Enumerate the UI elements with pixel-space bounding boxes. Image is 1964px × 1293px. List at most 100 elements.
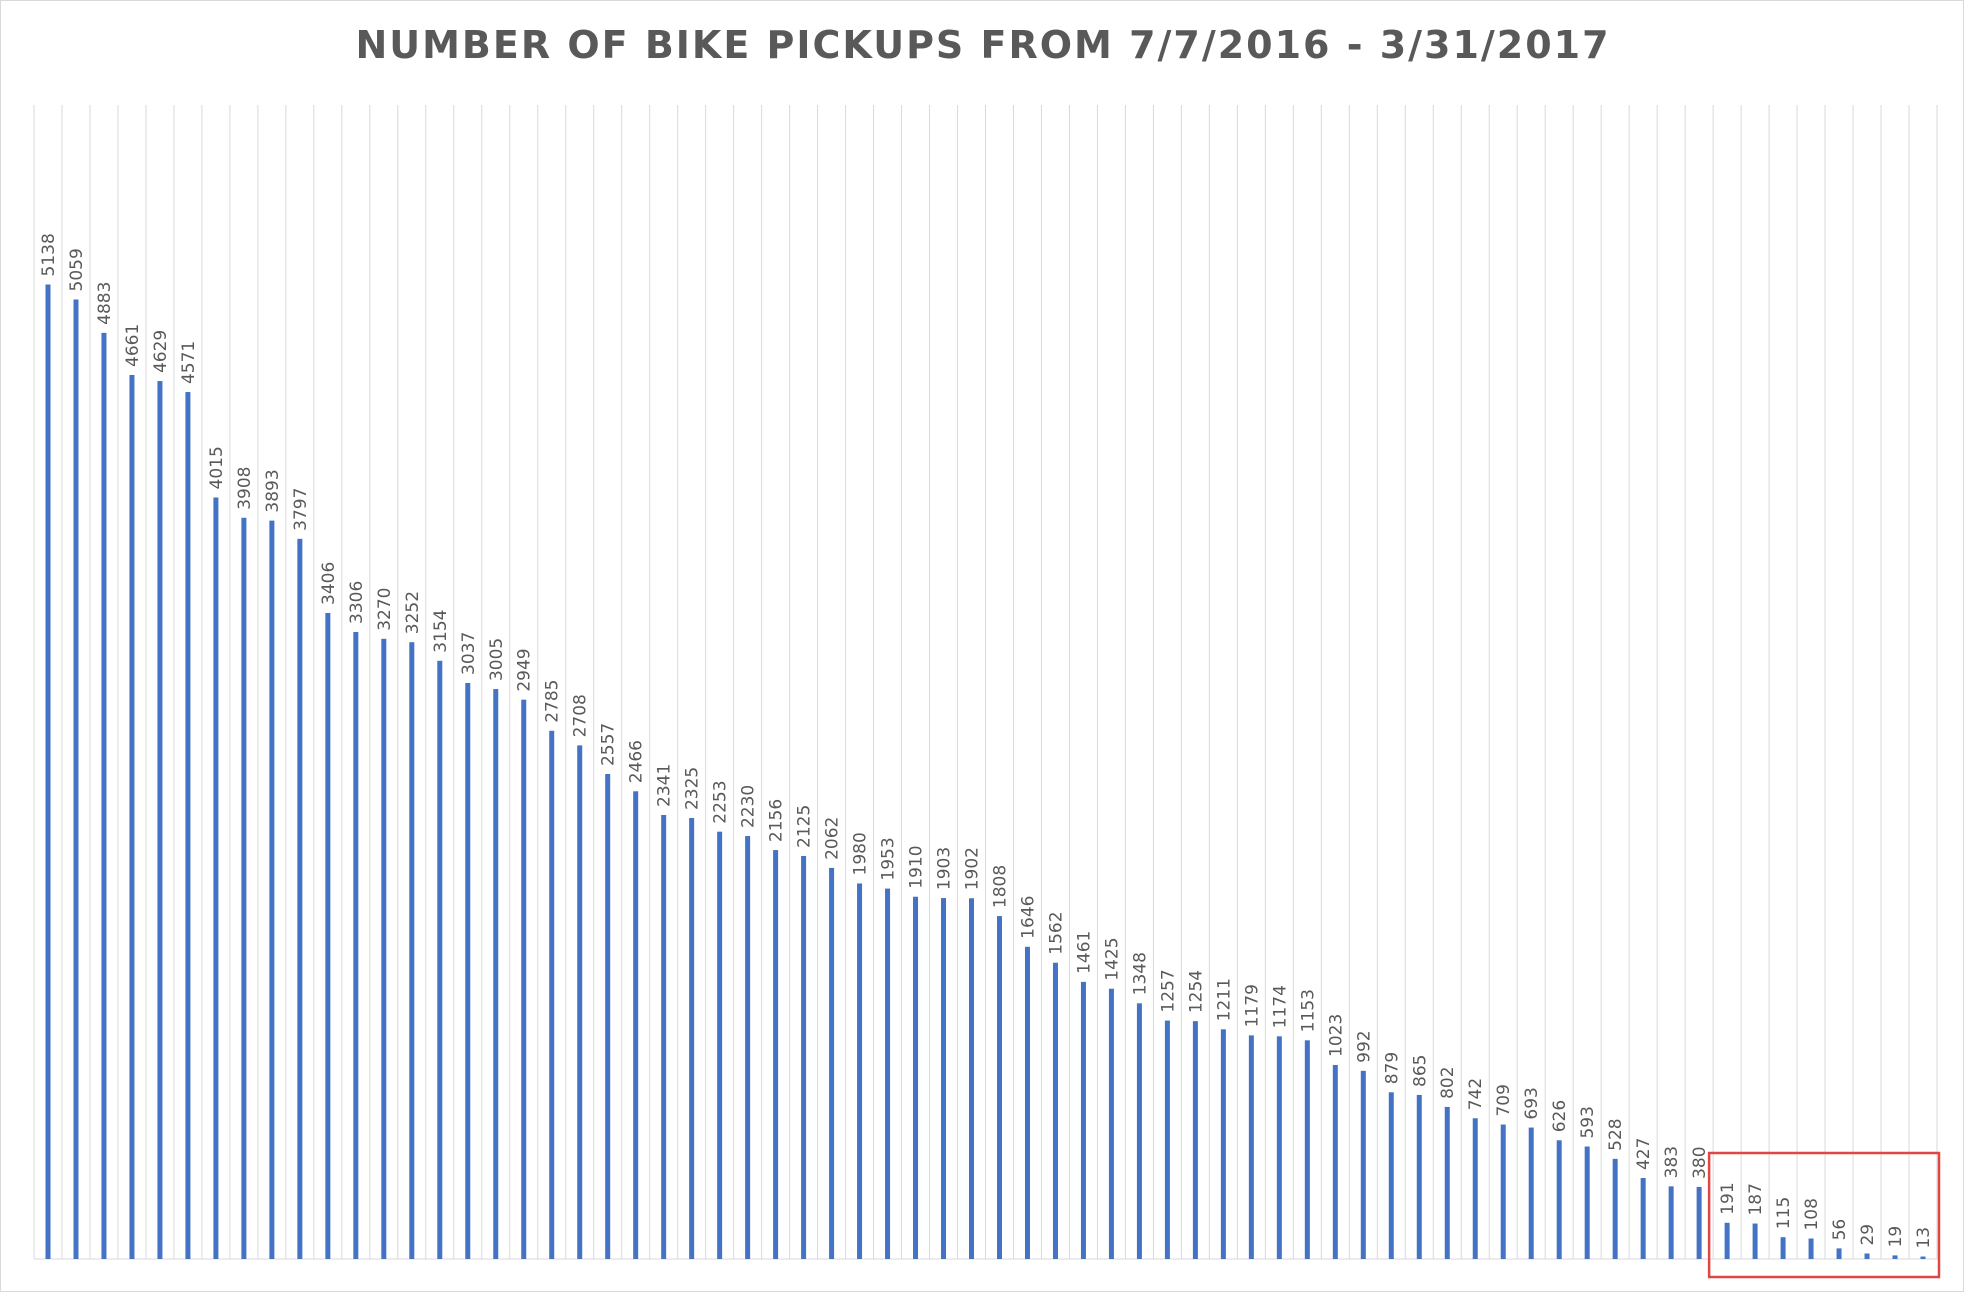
data-label: 3037 [459,632,479,675]
data-label: 4015 [207,446,227,489]
bar [1192,1021,1198,1259]
bar [1584,1146,1590,1259]
bar [689,818,695,1259]
bar [577,745,583,1259]
bar [1360,1070,1366,1259]
data-labels: 5138 5059 4883 4661 4629 4571 4015 3908 3893 3797… [39,233,1934,1248]
data-label: 709 [1494,1084,1514,1116]
bar [129,374,135,1260]
data-label: 2708 [571,694,591,737]
data-label: 1910 [907,845,927,888]
data-label: 1902 [963,847,983,890]
bar [1640,1178,1646,1259]
data-label: 2466 [627,740,647,783]
data-label: 2156 [767,799,787,842]
bar [1080,981,1086,1259]
bar [521,699,527,1259]
data-label: 187 [1746,1183,1766,1215]
bar [1752,1223,1758,1259]
bar [409,642,415,1259]
bar [1416,1094,1422,1259]
bar [1388,1092,1394,1259]
bar [1220,1029,1226,1259]
bar [73,299,79,1259]
data-label: 1953 [879,837,899,880]
bar [969,898,975,1259]
data-label: 802 [1438,1066,1458,1098]
bar [1304,1040,1310,1259]
data-label: 4629 [151,330,171,373]
data-label: 992 [1354,1030,1374,1062]
bar [269,520,275,1259]
data-label: 2949 [515,648,535,691]
bar [101,332,107,1259]
data-label: 1348 [1130,952,1150,995]
bar [241,517,247,1259]
data-label: 2325 [683,767,703,810]
bar [213,497,219,1259]
data-label: 2253 [711,780,731,823]
data-label: 1808 [990,865,1010,908]
bar [605,774,611,1259]
highlight-box [1707,1151,1941,1279]
data-label: 4571 [179,341,199,384]
bar [1332,1064,1338,1259]
data-label: 879 [1382,1052,1402,1084]
data-label: 2557 [599,723,619,766]
data-label: 2230 [739,785,759,828]
data-label: 115 [1774,1197,1794,1229]
bar [1528,1127,1534,1259]
data-label: 13 [1914,1227,1934,1249]
bar [437,660,443,1259]
data-label: 1980 [851,832,871,875]
bar [493,689,499,1259]
data-label: 1461 [1074,931,1094,974]
bar [353,631,359,1259]
data-label: 1257 [1158,969,1178,1012]
data-label: 593 [1578,1106,1598,1138]
bar [1248,1035,1254,1259]
data-label: 2125 [795,805,815,848]
bar [1444,1106,1450,1259]
data-label: 3893 [263,469,283,512]
bar [801,855,807,1259]
bar [1024,946,1030,1259]
data-label: 5059 [67,248,87,291]
data-label: 29 [1858,1224,1878,1246]
data-label: 626 [1550,1100,1570,1132]
data-label: 380 [1690,1146,1710,1178]
bar [297,538,303,1259]
chart-title: NUMBER OF BIKE PICKUPS FROM 7/7/2016 - 3… [355,23,1611,67]
bar [1136,1003,1142,1259]
bar [1108,988,1114,1259]
vertical-gridlines [33,105,1938,1260]
data-label: 1903 [935,847,955,890]
bar [857,883,863,1259]
data-label: 1211 [1214,978,1234,1021]
bar [829,867,835,1259]
data-label: 3908 [235,467,255,510]
data-label: 693 [1522,1087,1542,1119]
bar [1780,1237,1786,1259]
data-label: 742 [1466,1078,1486,1110]
data-label: 4883 [95,282,115,325]
bar [465,682,471,1259]
data-label: 3797 [291,488,311,531]
bar [1164,1020,1170,1259]
data-label: 191 [1718,1182,1738,1214]
data-label: 1153 [1298,989,1318,1032]
data-label: 2341 [655,764,675,807]
data-label: 1562 [1046,911,1066,954]
bar [745,836,751,1259]
data-label: 1646 [1018,896,1038,939]
bar [185,392,191,1259]
bar [1500,1124,1506,1259]
bar [1612,1158,1618,1259]
data-label: 1254 [1186,970,1206,1013]
data-label: 3406 [319,562,339,605]
data-label: 3252 [403,591,423,634]
bar [549,730,555,1259]
bar [1920,1256,1926,1259]
